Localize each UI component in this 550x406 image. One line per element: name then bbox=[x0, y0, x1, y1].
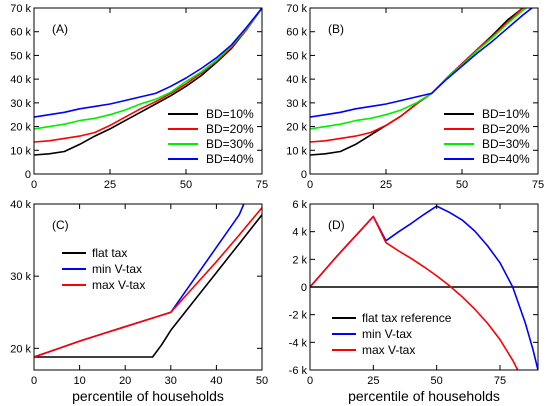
y-tick-label: 50 k bbox=[10, 50, 31, 62]
x-tick-label: 25 bbox=[380, 179, 392, 191]
series-line-max-v-tax bbox=[34, 207, 262, 358]
panel-label: (D) bbox=[328, 218, 345, 232]
panel-d: 0 25 50 75 -6 k -4 k -2 k 0 2 k 4 k 6 k (D) flat tax… bbox=[289, 199, 539, 404]
legend-entry: min V-tax bbox=[92, 262, 142, 276]
x-tick-label: 0 bbox=[307, 375, 313, 387]
plot-frame bbox=[33, 203, 263, 371]
y-tick-label: 40 k bbox=[10, 74, 31, 86]
legend: BD=10%BD=20%BD=30%BD=40% bbox=[168, 107, 254, 166]
legend-entry: max V-tax bbox=[92, 278, 145, 292]
x-tick-label: 25 bbox=[104, 179, 116, 191]
x-tick-label: 40 bbox=[210, 375, 222, 387]
y-tick-label: 40 k bbox=[10, 199, 31, 211]
y-tick-label: 0 bbox=[25, 169, 31, 181]
x-axis-title: percentile of households bbox=[348, 388, 500, 404]
panel-label: (A) bbox=[52, 22, 68, 36]
y-tick-label: 2 k bbox=[292, 254, 307, 266]
y-tick-label: 60 k bbox=[286, 27, 307, 39]
y-tick-label: 50 k bbox=[286, 50, 307, 62]
legend-entry: BD=40% bbox=[482, 152, 530, 166]
series-line-bd-20- bbox=[34, 8, 262, 143]
y-tick-label: 30 k bbox=[286, 98, 307, 110]
series-line-bd-10- bbox=[34, 8, 262, 156]
x-tick-label: 50 bbox=[180, 179, 192, 191]
panel-label: (C) bbox=[52, 218, 69, 232]
series-line-bd-30- bbox=[310, 8, 528, 130]
x-tick-label: 0 bbox=[31, 179, 37, 191]
legend-entry: BD=30% bbox=[206, 137, 254, 151]
plot-frame bbox=[309, 7, 539, 175]
y-tick-label: 20 k bbox=[10, 343, 31, 355]
series-line-flat-tax bbox=[34, 214, 262, 358]
x-tick-label: 50 bbox=[431, 375, 443, 387]
legend-entry: BD=10% bbox=[482, 107, 530, 121]
x-tick-label: 30 bbox=[165, 375, 177, 387]
x-tick-label: 50 bbox=[256, 375, 268, 387]
x-tick-label: 0 bbox=[31, 375, 37, 387]
legend-entry: BD=30% bbox=[482, 137, 530, 151]
y-tick-label: 60 k bbox=[10, 27, 31, 39]
series-line-max-v-tax bbox=[310, 215, 519, 370]
y-tick-label: 6 k bbox=[292, 199, 307, 211]
legend-entry: flat tax reference bbox=[362, 311, 452, 325]
legend-entry: min V-tax bbox=[362, 327, 412, 341]
legend-entry: flat tax bbox=[92, 246, 127, 260]
y-tick-label: -4 k bbox=[289, 337, 308, 349]
y-tick-label: 20 k bbox=[10, 122, 31, 134]
legend: BD=10%BD=20%BD=30%BD=40% bbox=[444, 107, 530, 166]
legend: flat tax reference min V-tax max V-tax bbox=[332, 311, 452, 357]
x-tick-label: 25 bbox=[367, 375, 379, 387]
legend-entry: BD=10% bbox=[206, 107, 254, 121]
y-tick-label: 20 k bbox=[286, 122, 307, 134]
legend-entry: max V-tax bbox=[362, 343, 415, 357]
x-tick-label: 50 bbox=[456, 179, 468, 191]
series-line-bd-40- bbox=[310, 8, 534, 118]
y-tick-label: -2 k bbox=[289, 310, 308, 322]
panel-b: 0 25 50 75 0 10 k 20 k 30 k 40 k 50 k 60 k 70 k (B) B… bbox=[286, 3, 544, 191]
series-line-bd-30- bbox=[34, 8, 262, 130]
series-line-bd-40- bbox=[34, 8, 262, 118]
x-tick-label: 0 bbox=[307, 179, 313, 191]
legend-entry: BD=20% bbox=[482, 122, 530, 136]
x-tick-label: 75 bbox=[494, 375, 506, 387]
x-tick-label: 20 bbox=[119, 375, 131, 387]
y-tick-label: 70 k bbox=[10, 3, 31, 15]
y-tick-label: -6 k bbox=[289, 365, 308, 377]
plot-frame bbox=[33, 7, 263, 175]
x-tick-label: 75 bbox=[256, 179, 268, 191]
y-tick-label: 10 k bbox=[10, 145, 31, 157]
legend-entry: BD=40% bbox=[206, 152, 254, 166]
y-tick-label: 70 k bbox=[286, 3, 307, 15]
y-tick-label: 4 k bbox=[292, 227, 307, 239]
y-tick-label: 40 k bbox=[286, 74, 307, 86]
legend: flat tax min V-tax max V-tax bbox=[62, 246, 145, 292]
x-tick-label: 10 bbox=[73, 375, 85, 387]
x-tick-label: 75 bbox=[532, 179, 544, 191]
y-tick-label: 30 k bbox=[10, 271, 31, 283]
panel-a: 0 25 50 75 0 10 k 20 k 30 k 40 k 50 k 60 k 70 k (A) B… bbox=[10, 3, 268, 191]
y-tick-label: 30 k bbox=[10, 98, 31, 110]
legend-entry: BD=20% bbox=[206, 122, 254, 136]
y-tick-label: 0 bbox=[301, 282, 307, 294]
y-tick-label: 0 bbox=[301, 169, 307, 181]
panel-c: 0 10 20 30 40 50 20 k 30 k 40 k (C) flat tax min V-… bbox=[10, 199, 268, 404]
panel-label: (B) bbox=[328, 22, 344, 36]
y-tick-label: 10 k bbox=[286, 145, 307, 157]
x-axis-title: percentile of households bbox=[72, 388, 224, 404]
